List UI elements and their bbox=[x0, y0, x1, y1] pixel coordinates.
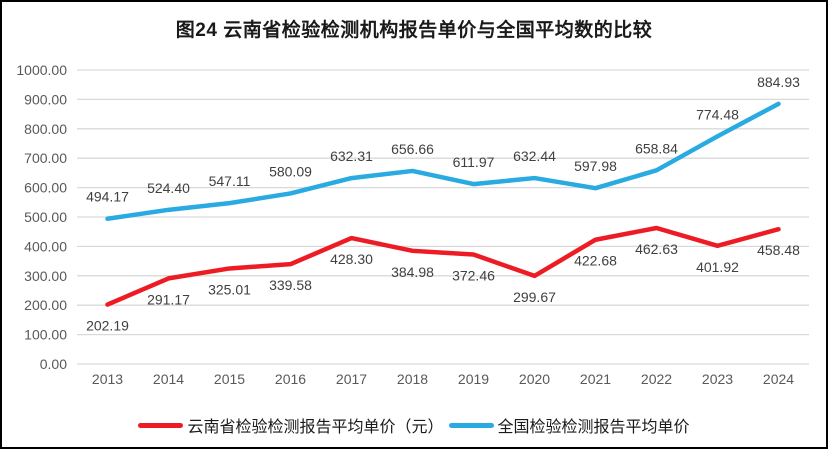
legend-label-yunnan: 云南省检验检测报告平均单价（元） bbox=[187, 419, 444, 436]
y-axis-tick-label: 1000.00 bbox=[16, 62, 67, 78]
data-label: 384.98 bbox=[391, 264, 434, 280]
data-label: 580.09 bbox=[269, 163, 312, 179]
data-label: 401.92 bbox=[696, 259, 739, 275]
legend-item-yunnan: 云南省检验检测报告平均单价（元） bbox=[138, 413, 444, 437]
y-axis-tick-label: 600.00 bbox=[24, 180, 67, 196]
x-axis-tick-label: 2021 bbox=[580, 371, 611, 387]
chart-title: 图24 云南省检验检测机构报告单价与全国平均数的比较 bbox=[175, 20, 653, 41]
data-label: 339.58 bbox=[269, 277, 312, 293]
x-axis-tick-label: 2024 bbox=[763, 371, 794, 387]
x-axis-tick-label: 2023 bbox=[702, 371, 733, 387]
x-axis-tick-label: 2019 bbox=[458, 371, 489, 387]
data-label: 372.46 bbox=[452, 267, 495, 283]
data-label: 325.01 bbox=[208, 281, 251, 297]
x-axis-tick-label: 2014 bbox=[153, 371, 184, 387]
legend-label-national: 全国检验检测报告平均单价 bbox=[497, 419, 690, 436]
data-label: 494.17 bbox=[86, 189, 129, 205]
data-label: 774.48 bbox=[696, 106, 739, 122]
data-label: 632.31 bbox=[330, 148, 373, 164]
x-axis-tick-label: 2022 bbox=[641, 371, 672, 387]
legend-swatch-yunnan-line bbox=[138, 422, 184, 428]
x-axis-tick-label: 2013 bbox=[92, 371, 123, 387]
data-label: 202.19 bbox=[86, 318, 129, 334]
x-axis-tick-label: 2015 bbox=[214, 371, 245, 387]
data-label: 597.98 bbox=[574, 158, 617, 174]
y-axis-tick-label: 300.00 bbox=[24, 268, 67, 284]
data-label: 428.30 bbox=[330, 251, 373, 267]
data-label: 611.97 bbox=[453, 154, 495, 170]
y-axis-tick-label: 900.00 bbox=[24, 91, 67, 107]
data-label: 656.66 bbox=[391, 141, 434, 157]
x-axis-tick-label: 2016 bbox=[275, 371, 306, 387]
data-label: 462.63 bbox=[635, 241, 678, 257]
data-label: 291.17 bbox=[147, 291, 190, 307]
y-axis-tick-label: 800.00 bbox=[24, 121, 67, 137]
chart-legend: 云南省检验检测报告平均单价（元） 全国检验检测报告平均单价 bbox=[2, 413, 826, 437]
data-label: 658.84 bbox=[635, 140, 678, 156]
y-axis-tick-label: 400.00 bbox=[24, 238, 67, 254]
data-label: 547.11 bbox=[209, 173, 251, 189]
y-axis-tick-label: 200.00 bbox=[24, 297, 67, 313]
x-axis-tick-label: 2017 bbox=[336, 371, 367, 387]
data-label: 458.48 bbox=[757, 242, 800, 258]
y-axis-tick-label: 700.00 bbox=[24, 150, 67, 166]
y-axis-tick-label: 500.00 bbox=[24, 209, 67, 225]
legend-item-national: 全国检验检测报告平均单价 bbox=[448, 413, 690, 437]
x-axis-tick-label: 2018 bbox=[397, 371, 428, 387]
data-label: 524.40 bbox=[147, 180, 190, 196]
data-label: 422.68 bbox=[574, 253, 617, 269]
y-axis-tick-label: 100.00 bbox=[24, 327, 67, 343]
data-label: 299.67 bbox=[513, 289, 556, 305]
y-axis-tick-label: 0.00 bbox=[40, 356, 67, 372]
series-line-yunnan bbox=[105, 225, 781, 307]
data-label: 884.93 bbox=[757, 74, 800, 90]
data-label: 632.44 bbox=[513, 148, 556, 164]
series-line-national bbox=[105, 101, 781, 221]
x-axis-tick-label: 2020 bbox=[519, 371, 550, 387]
legend-swatch-national-line bbox=[448, 422, 494, 428]
